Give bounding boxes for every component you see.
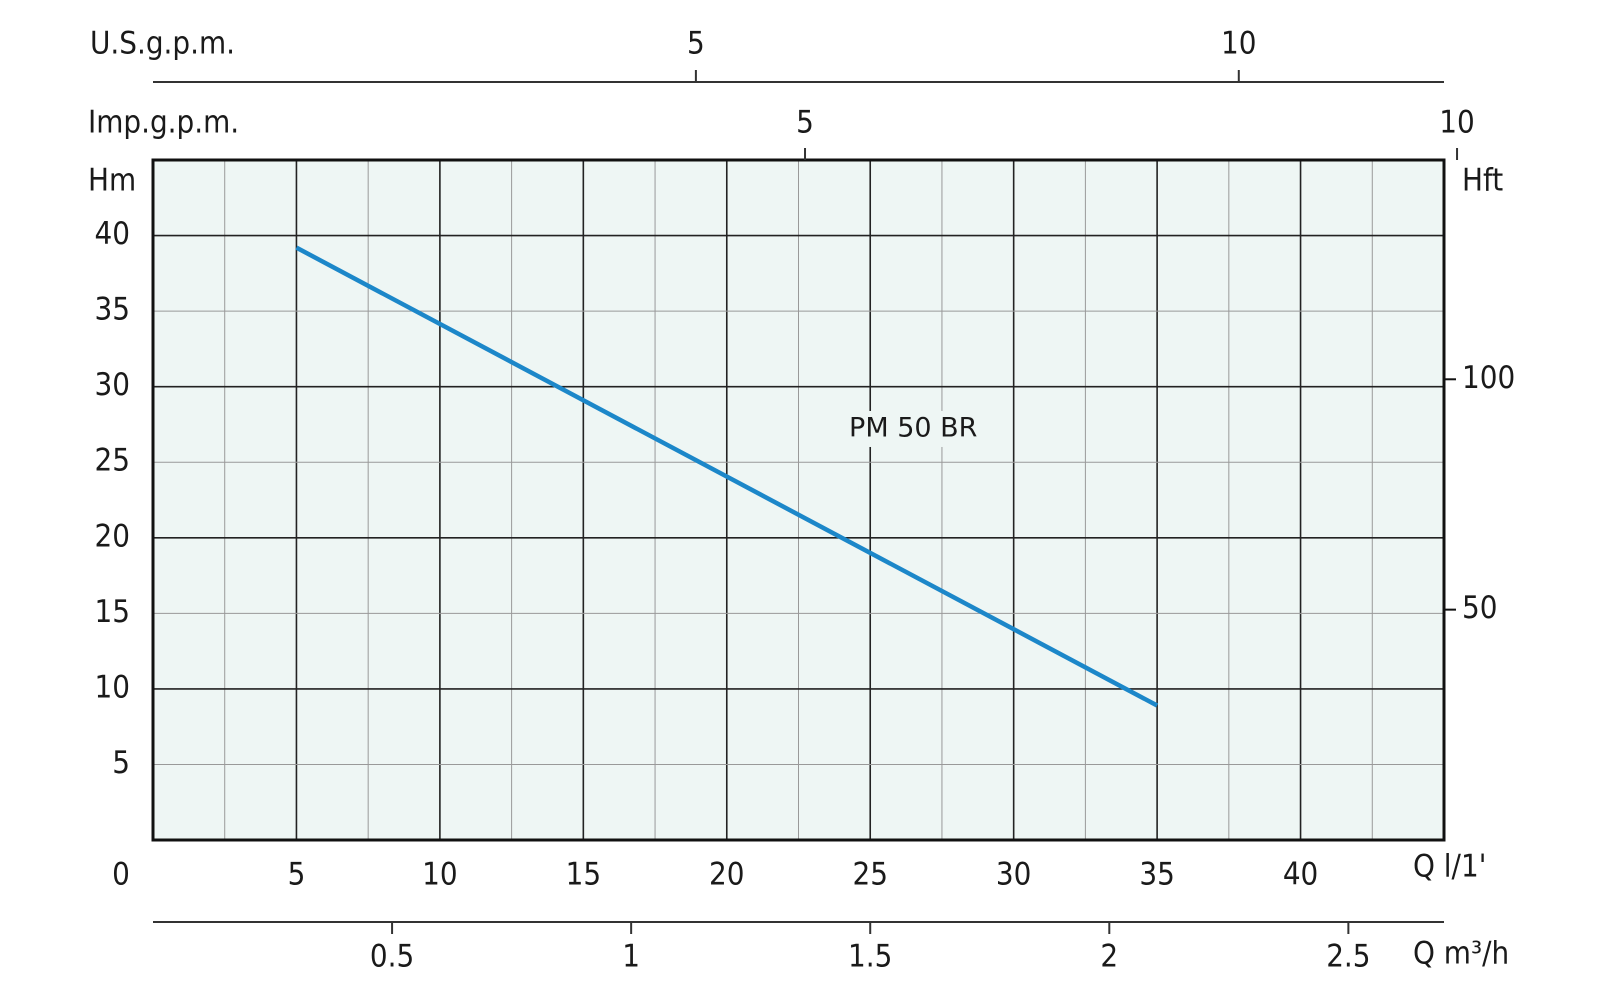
y2-axis-label: Hft [1462, 163, 1503, 199]
label-background [845, 410, 982, 447]
us-gpm-label: U.S.g.p.m. [90, 26, 235, 62]
y2-tick-label: 50 [1462, 590, 1497, 626]
x-tick-label: 5 [288, 857, 306, 893]
m3h_axis-tick-label: 0.5 [370, 939, 414, 975]
x-tick-label: 10 [422, 857, 457, 893]
m3h_axis-tick-label: 2.5 [1326, 939, 1370, 975]
y-tick-label: 5 [112, 745, 130, 781]
m3h_axis-tick-label: 1.5 [848, 939, 892, 975]
grid [153, 160, 1444, 840]
y-tick-label: 25 [95, 443, 130, 479]
imp_gpm_axis-tick-label: 10 [1439, 105, 1474, 141]
y-tick-label: 30 [95, 367, 130, 403]
marks: PM 50 BR [295, 245, 1159, 708]
y-tick-label: 15 [95, 594, 130, 630]
y-axis-label: Hm [88, 163, 136, 199]
y-tick-label: 10 [95, 669, 130, 705]
plot-frame [151, 158, 1446, 842]
x-tick-label: 0 [112, 857, 130, 893]
x-tick-label: 40 [1283, 857, 1318, 893]
x-tick-label: 15 [566, 857, 601, 893]
x-tick-label: 20 [709, 857, 744, 893]
series-label: PM 50 BR [849, 412, 977, 443]
imp_gpm_axis-tick-label: 5 [796, 105, 814, 141]
y-tick-label: 20 [95, 518, 130, 554]
x-tick-label: 35 [1139, 857, 1174, 893]
x-tick-label: 30 [996, 857, 1031, 893]
m3h-label: Q m³/h [1413, 936, 1509, 972]
m3h_axis-tick-label: 2 [1100, 939, 1118, 975]
y2-tick-label: 100 [1462, 360, 1515, 396]
us_gpm_axis-tick-label: 10 [1221, 26, 1256, 62]
m3h_axis-tick-label: 1 [622, 939, 640, 975]
us_gpm_axis-tick-label: 5 [687, 26, 705, 62]
y-tick-label: 35 [95, 292, 130, 328]
x-axis-label: Q l/1' [1413, 849, 1486, 885]
series-line [295, 245, 1159, 708]
y-tick-label: 40 [95, 216, 130, 252]
x-tick-label: 25 [852, 857, 887, 893]
imp-gpm-label: Imp.g.p.m. [88, 105, 239, 141]
